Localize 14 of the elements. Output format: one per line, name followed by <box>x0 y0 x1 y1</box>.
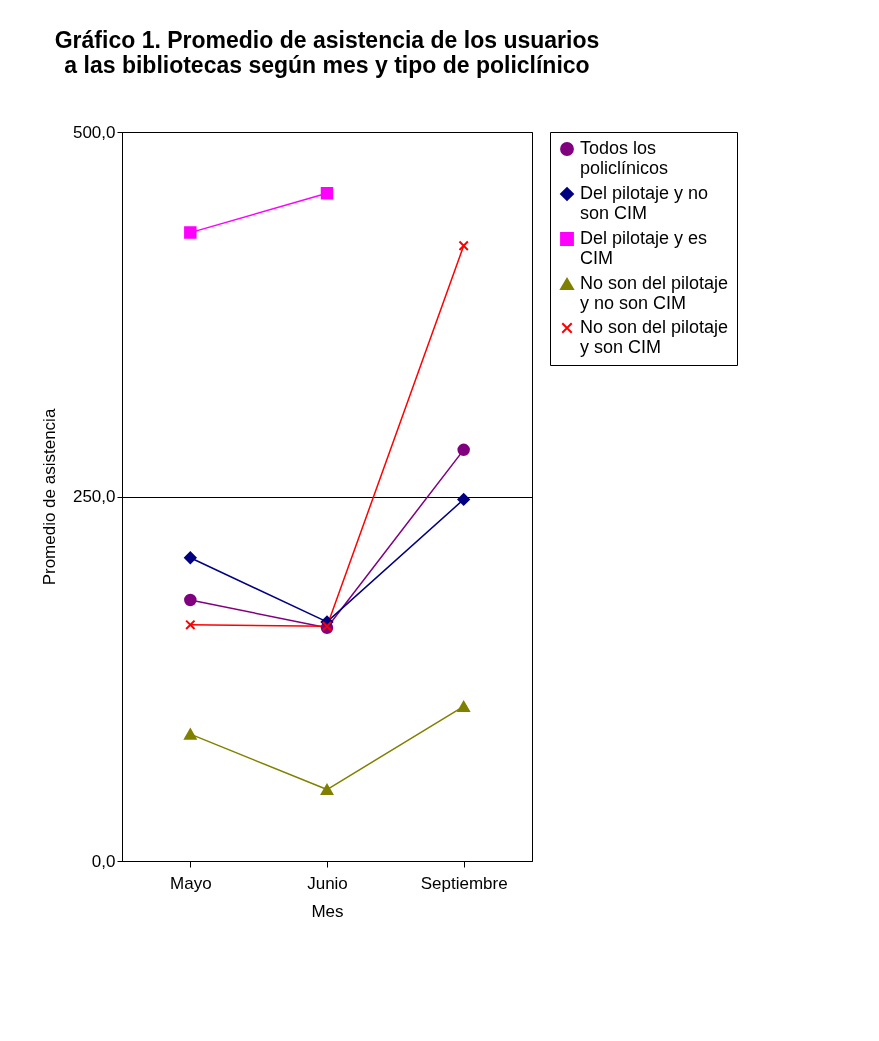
legend-label: Todos los policlínicos <box>580 138 669 178</box>
legend-label: No son del pilotaje y no son CIM <box>580 273 729 313</box>
x-axis-title: Mes <box>311 901 344 921</box>
y-tick-label: 0,0 <box>91 851 116 871</box>
x-tick-label: Mayo <box>170 873 212 893</box>
chart-title: Gráfico 1. Promedio de asistencia de los usuarios a las bibliotecas según mes y tipo de policlínico <box>54 27 600 78</box>
y-axis-title: Promedio de asistencia <box>39 408 59 586</box>
legend-label: No son del pilotaje y son CIM <box>580 317 729 357</box>
legend-label: Del pilotaje y es CIM <box>580 228 708 268</box>
x-tick-label: Junio <box>307 873 348 893</box>
y-tick-label: 250,0 <box>72 487 116 506</box>
legend-label: Del pilotaje y no son CIM <box>580 183 709 223</box>
x-tick-label: Septiembre <box>420 873 508 893</box>
y-tick-label: 500,0 <box>72 122 116 142</box>
